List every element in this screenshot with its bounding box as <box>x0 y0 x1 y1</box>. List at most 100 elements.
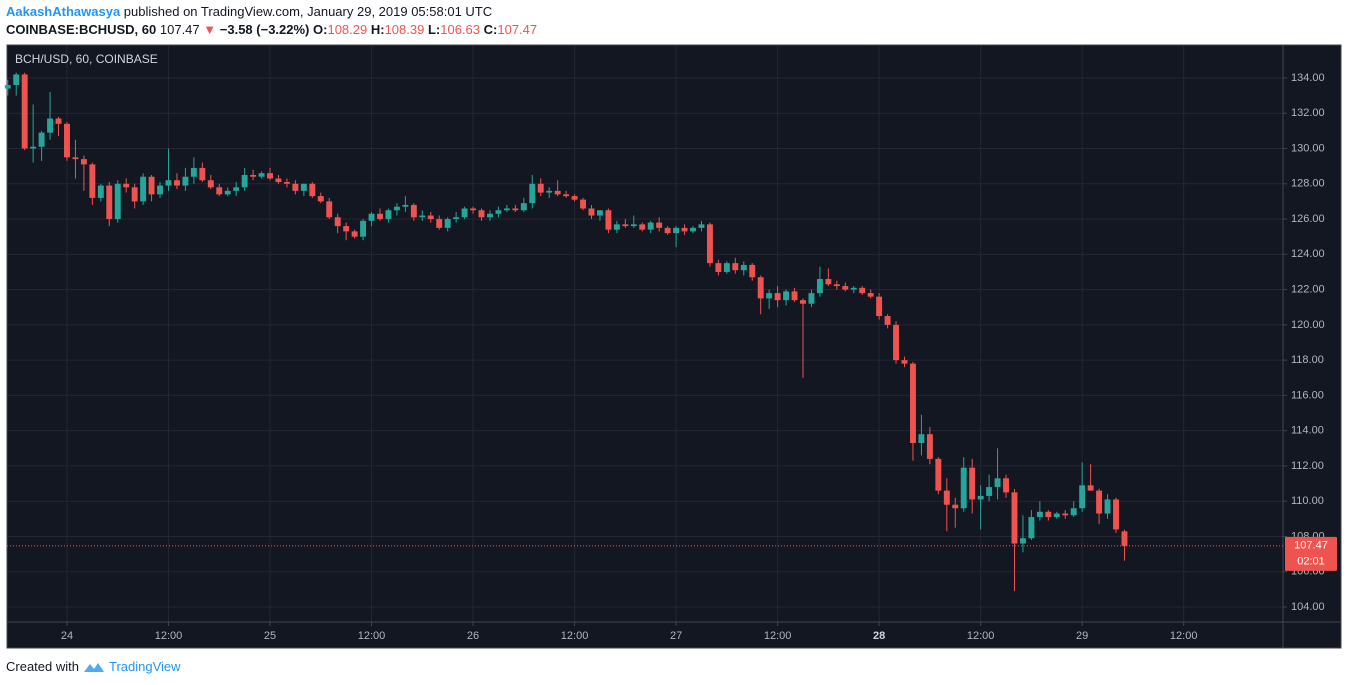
candle-body <box>673 227 680 234</box>
candle-body <box>334 217 341 227</box>
x-tick-label: 26 <box>467 630 479 642</box>
candle-body <box>1062 513 1069 516</box>
candle-body <box>343 226 350 232</box>
x-tick-label: 24 <box>61 630 73 642</box>
candle-body <box>326 201 333 218</box>
x-tick-label: 12:00 <box>764 630 792 642</box>
candle-body <box>757 277 764 299</box>
candle-body <box>1045 511 1052 518</box>
y-tick-label: 120.00 <box>1291 319 1325 331</box>
chart-title: BCH/USD, 60, COINBASE <box>15 52 158 66</box>
frame <box>6 44 1342 649</box>
l-label: L: <box>427 22 441 37</box>
candle-body <box>613 224 620 230</box>
candle-body <box>55 118 62 124</box>
candle-body <box>216 187 223 195</box>
candle-body <box>317 196 324 202</box>
y-tick-label: 122.00 <box>1291 283 1325 295</box>
candle-body <box>986 487 993 496</box>
x-tick-label: 12:00 <box>967 630 995 642</box>
last-price: 107.47 <box>159 22 200 37</box>
candle-body <box>258 173 265 177</box>
high-value: 108.39 <box>384 22 425 37</box>
x-tick-label: 12:00 <box>1170 630 1198 642</box>
x-tick-label: 12:00 <box>358 630 386 642</box>
candle-body <box>656 222 663 228</box>
x-tick-label: 12:00 <box>561 630 589 642</box>
candle-body <box>140 176 147 202</box>
candle-body <box>605 210 612 230</box>
candle-body <box>351 231 358 237</box>
candle-body <box>283 182 290 184</box>
y-tick-label: 112.00 <box>1291 460 1324 472</box>
candle-body <box>639 224 646 230</box>
footer: Created with TradingView <box>6 659 181 674</box>
x-tick-label: 27 <box>670 630 682 642</box>
symbol: COINBASE:BCHUSD, 60 <box>6 22 157 37</box>
candle-body <box>774 293 781 301</box>
candle-body <box>1096 490 1103 514</box>
candle-body <box>72 157 79 160</box>
candle-body <box>901 360 908 364</box>
candle-body <box>867 293 874 297</box>
candle-body <box>80 159 87 165</box>
candle-body <box>884 316 891 325</box>
candle-body <box>825 279 832 285</box>
candle-body <box>647 222 654 230</box>
candle-body <box>1053 513 1060 518</box>
candle-body <box>816 279 823 294</box>
candle-body <box>13 74 20 86</box>
candle-body <box>800 300 806 304</box>
candle-body <box>131 187 138 202</box>
candle-body <box>918 434 925 444</box>
open-value: 108.29 <box>327 22 368 37</box>
y-tick-label: 104.00 <box>1291 601 1325 613</box>
candle-body <box>681 227 688 232</box>
created-with: Created with <box>6 659 79 674</box>
candle-body <box>157 185 163 195</box>
candle-body <box>943 490 950 505</box>
publish-line: AakashAthawasya published on TradingView… <box>6 4 492 19</box>
candle-body <box>275 178 282 183</box>
close-value: 107.47 <box>497 22 538 37</box>
candle-body <box>1087 485 1094 491</box>
y-tick-label: 118.00 <box>1291 354 1324 366</box>
candle-body <box>199 167 206 181</box>
symbol-line: COINBASE:BCHUSD, 60 107.47 ▼ −3.58 (−3.2… <box>6 22 537 37</box>
candle-body <box>842 286 849 290</box>
author[interactable]: AakashAthawasya <box>6 4 121 19</box>
candle-body <box>64 123 70 158</box>
candle-body <box>546 190 553 193</box>
candle-body <box>360 220 367 237</box>
candle-body <box>241 174 248 188</box>
candle-body <box>182 176 189 186</box>
candle-body <box>715 263 722 272</box>
candle-body <box>808 293 815 304</box>
h-label: H: <box>370 22 385 37</box>
candle-body <box>960 467 967 509</box>
y-tick-label: 124.00 <box>1291 248 1325 260</box>
y-tick-label: 114.00 <box>1291 425 1324 437</box>
candle-body <box>453 217 460 220</box>
candle-body <box>926 434 933 459</box>
candle-body <box>1121 531 1128 546</box>
candle-body <box>4 85 11 89</box>
candle-body <box>571 196 578 200</box>
candle-body <box>478 210 485 218</box>
candle-body <box>487 213 493 218</box>
candle-body <box>1113 499 1119 530</box>
candle-body <box>1036 511 1043 518</box>
candle-body <box>267 173 273 179</box>
candle-body <box>47 118 54 133</box>
y-tick-label: 134.00 <box>1291 72 1325 84</box>
brand[interactable]: TradingView <box>108 659 181 674</box>
price-label: 107.47 <box>1294 540 1328 552</box>
y-tick-label: 126.00 <box>1291 213 1325 225</box>
candle-body <box>393 206 400 211</box>
countdown: 02:01 <box>1297 556 1325 568</box>
y-tick-label: 116.00 <box>1291 389 1324 401</box>
candle-body <box>250 174 257 177</box>
candle-body <box>969 467 976 500</box>
